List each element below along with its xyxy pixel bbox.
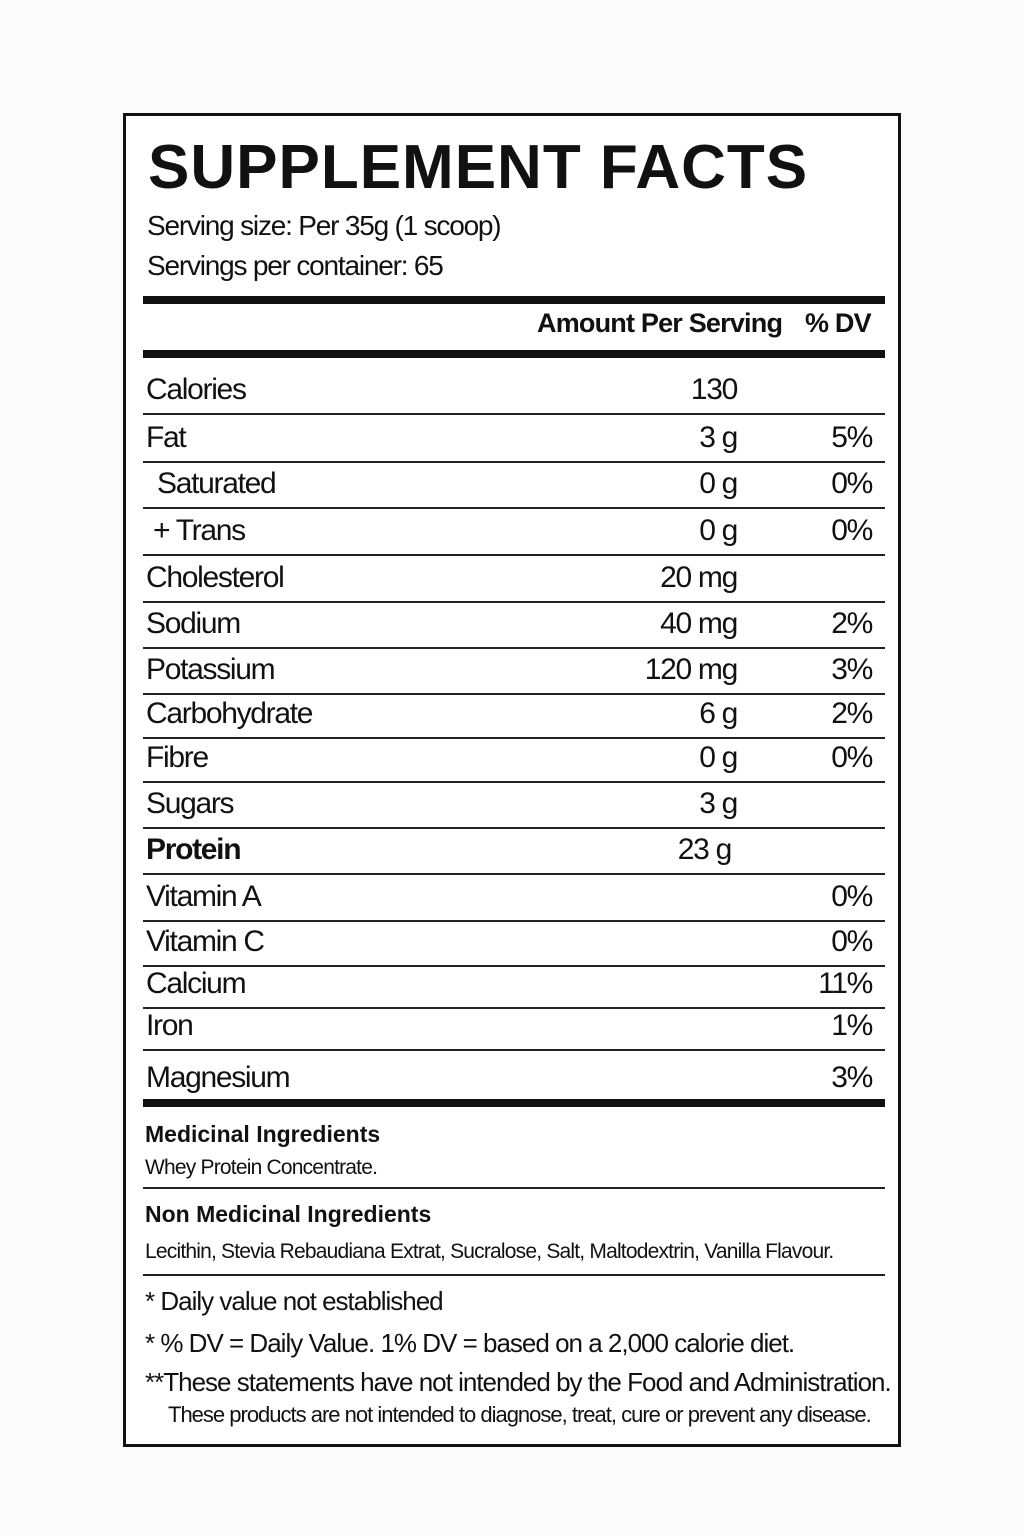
nutrient-table: Calories 130 Fat 3 g 5% Saturated 0 g 0% + Tr… bbox=[143, 360, 885, 1101]
table-row: Cholesterol 20 mg bbox=[143, 556, 885, 603]
non-medicinal-text: Lecithin, Stevia Rebaudiana Extrat, Sucr… bbox=[145, 1240, 834, 1263]
divider bbox=[143, 1099, 885, 1107]
nutrient-name: Vitamin C bbox=[146, 925, 265, 958]
nutrient-dv: 0% bbox=[831, 467, 873, 500]
table-row: Sugars 3 g bbox=[143, 783, 885, 829]
table-row: Potassium 120 mg 3% bbox=[143, 649, 885, 695]
nutrient-name: Sugars bbox=[146, 787, 235, 820]
table-row: + Trans 0 g 0% bbox=[143, 509, 885, 556]
table-row: Calcium 11% bbox=[143, 967, 885, 1009]
nutrient-dv: 0% bbox=[831, 741, 873, 774]
nutrient-amount: 0 g bbox=[699, 741, 738, 774]
footnote: * % DV = Daily Value. 1% DV = based on a… bbox=[145, 1328, 795, 1358]
nutrient-amount: 23 g bbox=[677, 833, 733, 866]
nutrient-dv: 2% bbox=[831, 697, 873, 730]
table-row: Calories 130 bbox=[143, 360, 885, 415]
divider bbox=[143, 1187, 885, 1189]
nutrient-dv: 0% bbox=[831, 925, 873, 958]
supplement-facts-panel: SUPPLEMENT FACTS Serving size: Per 35g (… bbox=[123, 113, 901, 1447]
nutrient-name: + Trans bbox=[153, 514, 246, 547]
table-row: Iron 1% bbox=[143, 1009, 885, 1051]
table-row: Fibre 0 g 0% bbox=[143, 739, 885, 783]
nutrient-amount: 3 g bbox=[699, 787, 738, 820]
table-row: Vitamin A 0% bbox=[143, 875, 885, 922]
table-row: Sodium 40 mg 2% bbox=[143, 603, 885, 649]
table-row: Magnesium 3% bbox=[143, 1051, 885, 1101]
nutrient-name: Calcium bbox=[146, 967, 247, 1000]
nutrient-dv: 3% bbox=[831, 653, 873, 686]
non-medicinal-heading: Non Medicinal Ingredients bbox=[145, 1201, 432, 1227]
divider bbox=[143, 1274, 885, 1276]
panel-title: SUPPLEMENT FACTS bbox=[148, 133, 809, 202]
nutrient-amount: 6 g bbox=[699, 697, 738, 730]
nutrient-name: Magnesium bbox=[146, 1061, 291, 1094]
nutrient-dv: 3% bbox=[831, 1061, 873, 1094]
table-row: Vitamin C 0% bbox=[143, 922, 885, 967]
nutrient-amount: 40 mg bbox=[660, 607, 738, 640]
table-row: Carbohydrate 6 g 2% bbox=[143, 695, 885, 739]
table-row: Protein 23 g bbox=[143, 829, 885, 875]
nutrient-name: Sodium bbox=[146, 607, 241, 640]
nutrient-name: Calories bbox=[146, 373, 247, 406]
nutrient-name: Carbohydrate bbox=[146, 697, 313, 730]
nutrient-dv: 2% bbox=[831, 607, 873, 640]
nutrient-dv: 0% bbox=[831, 880, 873, 913]
table-row: Fat 3 g 5% bbox=[143, 415, 885, 463]
nutrient-dv: 1% bbox=[831, 1009, 873, 1042]
nutrient-amount: 130 bbox=[690, 373, 738, 406]
nutrient-amount: 0 g bbox=[699, 467, 738, 500]
nutrient-name: Fibre bbox=[146, 741, 209, 774]
medicinal-text: Whey Protein Concentrate. bbox=[145, 1156, 378, 1179]
footnote: **These statements have not intended by … bbox=[145, 1367, 892, 1397]
amount-header: Amount Per Serving bbox=[537, 308, 783, 338]
table-row: Saturated 0 g 0% bbox=[143, 463, 885, 509]
divider bbox=[143, 350, 885, 358]
divider bbox=[143, 296, 885, 304]
footnote: These products are not intended to diagn… bbox=[168, 1402, 872, 1427]
nutrient-name: Iron bbox=[146, 1009, 194, 1042]
nutrient-dv: 0% bbox=[831, 514, 873, 547]
nutrient-amount: 0 g bbox=[699, 514, 738, 547]
nutrient-dv: 11% bbox=[818, 967, 873, 1000]
footnote: * Daily value not established bbox=[145, 1286, 444, 1316]
dv-header: % DV bbox=[805, 308, 872, 338]
nutrient-name: Vitamin A bbox=[146, 880, 262, 913]
nutrient-name: Saturated bbox=[157, 467, 277, 500]
servings-per-container: Servings per container: 65 bbox=[147, 250, 444, 281]
serving-size: Serving size: Per 35g (1 scoop) bbox=[147, 210, 502, 241]
medicinal-heading: Medicinal Ingredients bbox=[145, 1121, 381, 1147]
nutrient-dv: 5% bbox=[831, 421, 873, 454]
nutrient-name: Fat bbox=[146, 421, 187, 454]
nutrient-amount: 120 mg bbox=[644, 653, 739, 686]
nutrient-amount: 20 mg bbox=[660, 561, 738, 594]
nutrient-name: Protein bbox=[146, 833, 242, 866]
nutrient-name: Cholesterol bbox=[146, 561, 285, 594]
nutrient-amount: 3 g bbox=[699, 421, 738, 454]
nutrient-name: Potassium bbox=[146, 653, 276, 686]
